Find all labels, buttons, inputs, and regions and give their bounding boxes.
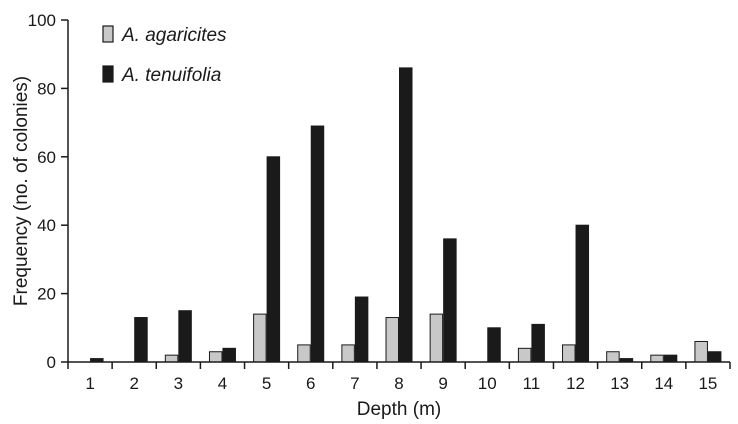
y-tick-label: 100 [28, 11, 56, 30]
y-tick-label: 20 [37, 285, 56, 304]
bar-agaricites [650, 354, 664, 363]
bar-agaricites [208, 351, 223, 363]
bar-agaricites [429, 313, 444, 363]
bar-agaricites [341, 344, 355, 363]
y-axis-ticks: 0 20 40 60 80 100 [28, 11, 68, 372]
bar-tenuifolia [222, 347, 236, 363]
bar-tenuifolia [134, 317, 148, 363]
legend-label-tenuifolia: A. tenuifolia [121, 65, 221, 86]
bar-agaricites [385, 317, 399, 363]
y-tick-label: 60 [37, 148, 56, 167]
y-axis-title: Frequency (no. of colonies) [11, 76, 32, 306]
x-tick-label: 9 [438, 374, 447, 393]
bar-tenuifolia [575, 224, 590, 363]
x-axis-title: Depth (m) [357, 399, 441, 420]
bar-tenuifolia [487, 327, 501, 363]
x-tick-label: 8 [394, 374, 403, 393]
bar-tenuifolia [663, 354, 678, 363]
x-tick-label: 2 [129, 374, 138, 393]
bar-tenuifolia [310, 125, 325, 363]
bar-tenuifolia [354, 296, 369, 363]
legend-label-agaricites: A. agaricites [121, 25, 227, 46]
bar-agaricites [297, 344, 311, 363]
bar-tenuifolia [399, 67, 413, 363]
bar-tenuifolia [443, 238, 457, 363]
x-tick-label: 7 [350, 374, 359, 393]
x-tick-label: 14 [654, 374, 673, 393]
x-tick-label: 15 [698, 374, 717, 393]
y-tick-label: 40 [37, 216, 56, 235]
bar-agaricites [606, 351, 620, 363]
legend: A. agaricites A. tenuifolia [102, 25, 227, 86]
x-tick-label: 4 [218, 374, 227, 393]
x-tick-label: 5 [262, 374, 271, 393]
bar-series [90, 67, 722, 363]
legend-swatch-tenuifolia [102, 65, 114, 83]
bar-agaricites [164, 354, 179, 363]
bar-agaricites [253, 313, 267, 363]
bar-agaricites [694, 340, 708, 363]
bar-agaricites [517, 347, 532, 363]
x-tick-label: 1 [85, 374, 94, 393]
bar-agaricites [562, 344, 576, 363]
bar-tenuifolia [531, 323, 545, 363]
x-tick-label: 13 [610, 374, 629, 393]
y-tick-label: 80 [37, 79, 56, 98]
x-tick-label: 6 [306, 374, 315, 393]
bar-tenuifolia [178, 310, 192, 363]
bar-tenuifolia [707, 351, 722, 363]
legend-swatch-agaricites [102, 25, 114, 43]
x-tick-label: 11 [523, 374, 541, 393]
x-tick-label: 3 [174, 374, 183, 393]
x-tick-label: 12 [566, 374, 585, 393]
bar-tenuifolia [266, 156, 281, 363]
y-tick-label: 0 [47, 353, 56, 372]
x-axis-ticks: 1 2 3 4 5 6 7 8 9 10 11 12 13 14 15 [67, 362, 731, 393]
x-tick-label: 10 [478, 374, 497, 393]
